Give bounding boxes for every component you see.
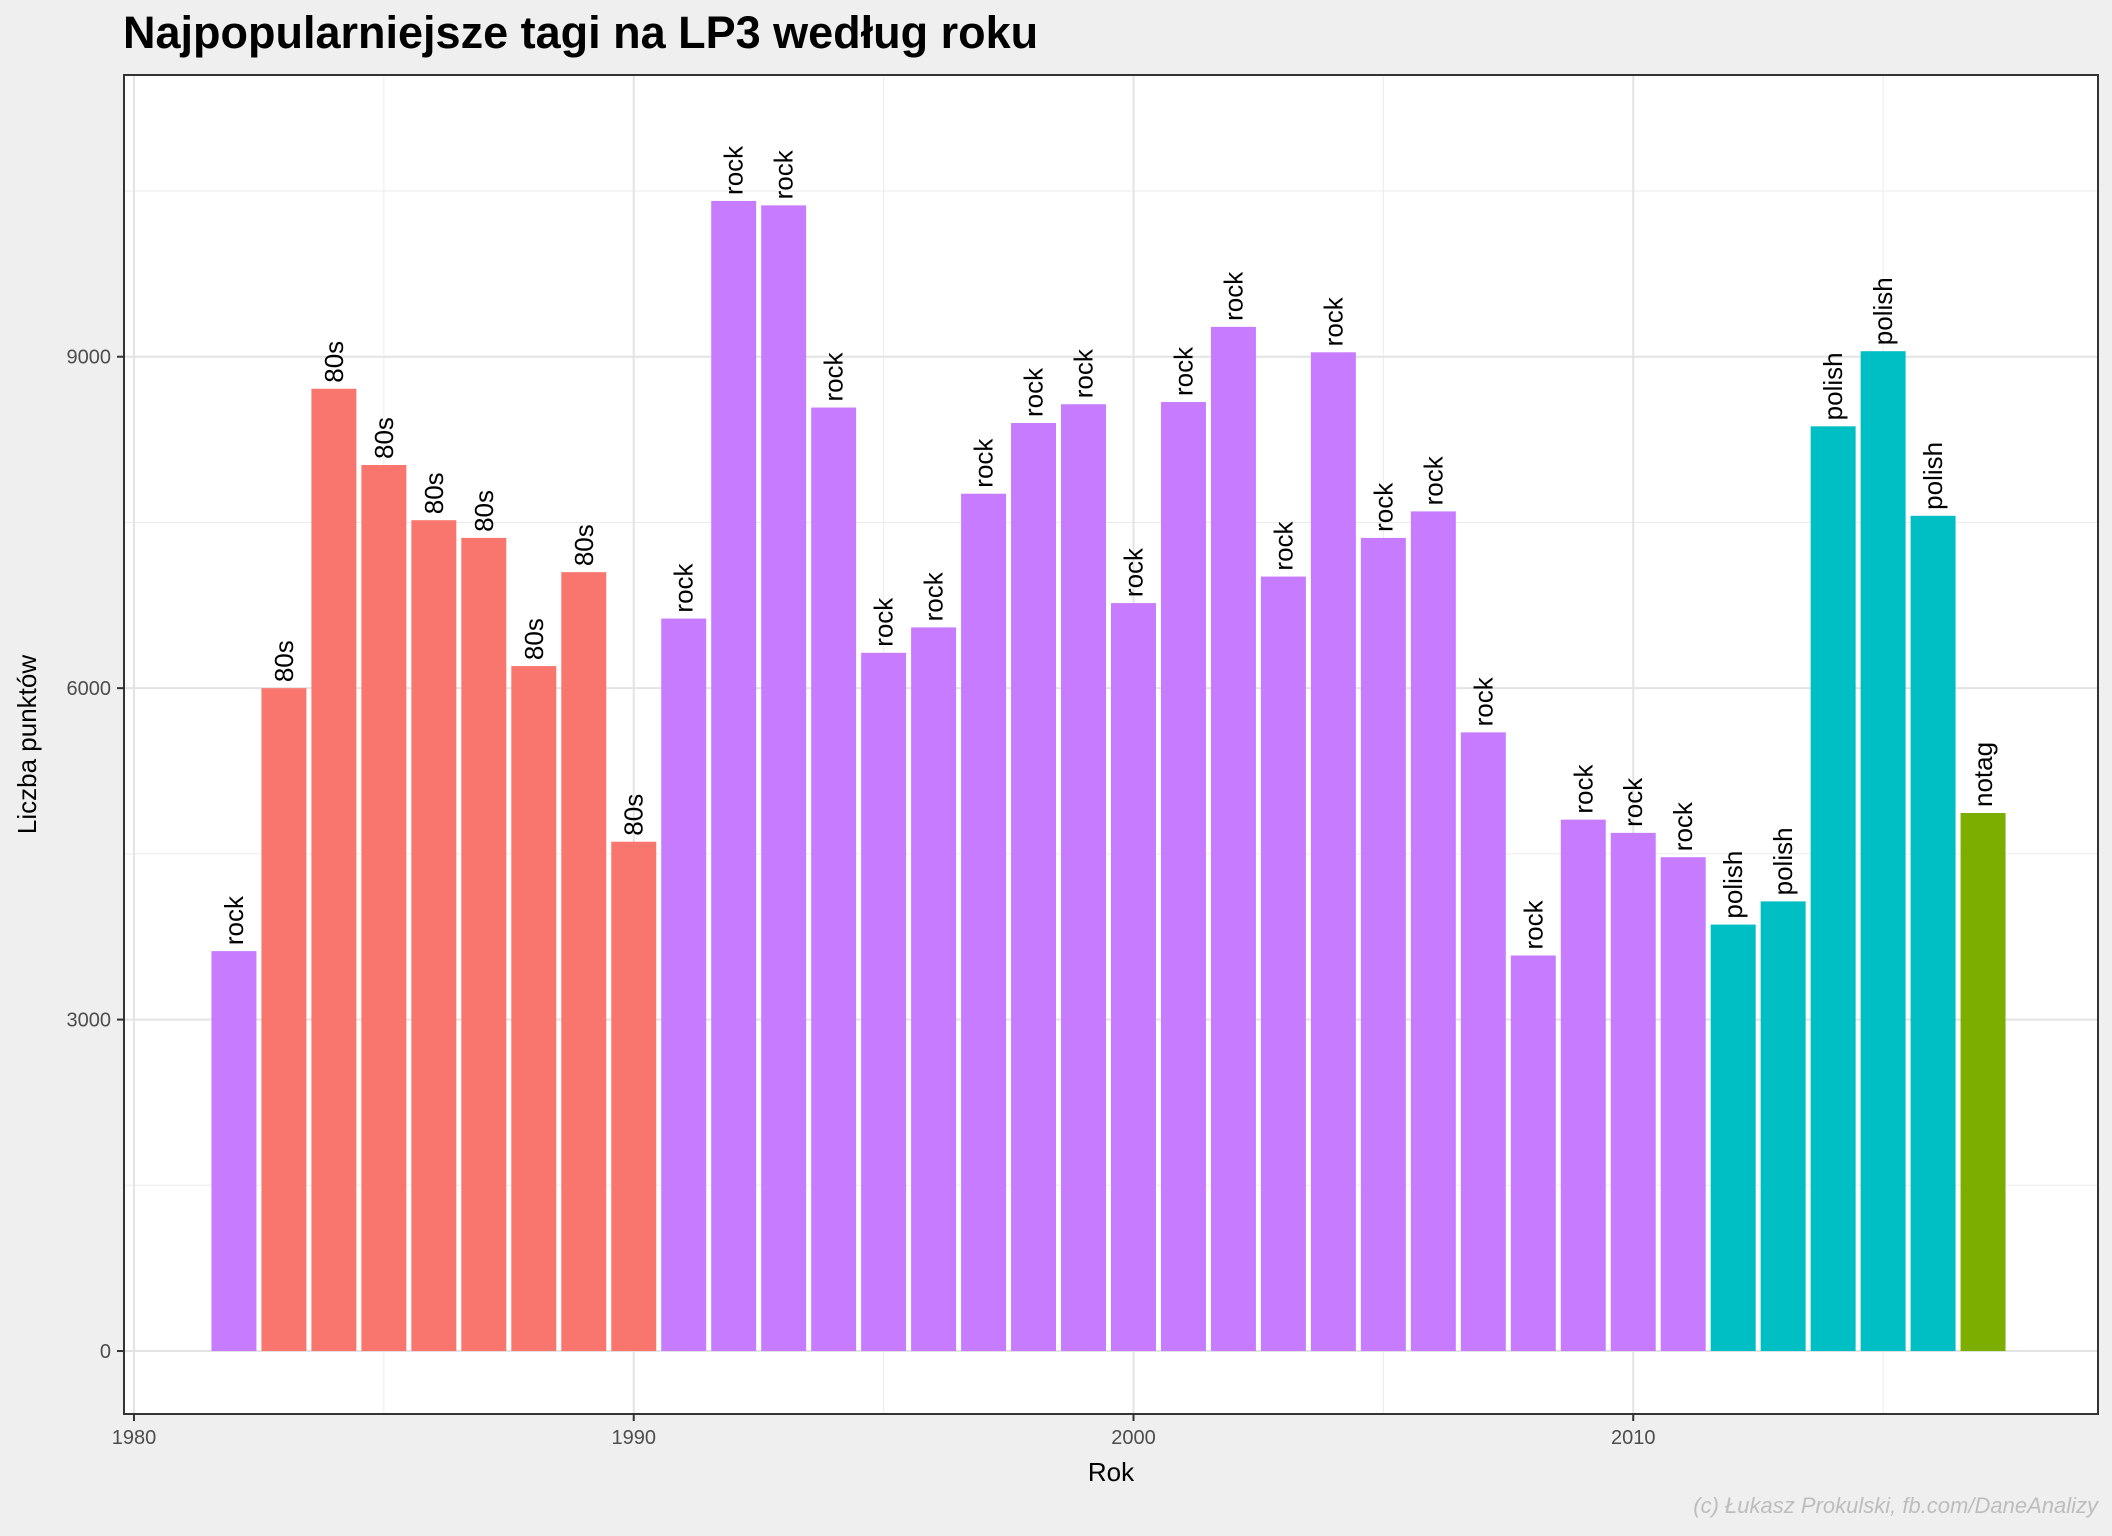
bar-2014 bbox=[1810, 426, 1856, 1352]
y-tick-label: 3000 bbox=[67, 1010, 112, 1032]
bar-2017 bbox=[1960, 812, 2006, 1352]
y-axis-title: Liczba punktów bbox=[12, 655, 42, 834]
bar-2009 bbox=[1560, 819, 1606, 1352]
bar-label-1982: rock bbox=[219, 895, 249, 945]
bar-label-1999: rock bbox=[1069, 348, 1099, 398]
bar-1997 bbox=[961, 493, 1007, 1352]
bar-2015 bbox=[1860, 351, 1906, 1352]
bar-label-1993: rock bbox=[769, 149, 799, 199]
bars bbox=[211, 200, 2006, 1352]
bar-1990 bbox=[611, 841, 657, 1352]
bar-1999 bbox=[1061, 404, 1107, 1352]
bar-labels: rock 80s 80s 80s 80s 80s 80s 80s 80s rock rock rock… bbox=[219, 145, 1998, 950]
bar-label-2015: polish bbox=[1868, 277, 1898, 345]
x-tick-label: 1990 bbox=[611, 1427, 656, 1449]
bar-label-2006: rock bbox=[1418, 455, 1448, 505]
chart-caption: (c) Łukasz Prokulski, fb.com/DaneAnalizy bbox=[1693, 1493, 2100, 1518]
bar-label-2002: rock bbox=[1218, 271, 1248, 321]
bar-2006 bbox=[1410, 511, 1456, 1352]
bar-1987 bbox=[461, 537, 507, 1352]
bar-label-2016: polish bbox=[1918, 442, 1948, 510]
bar-label-1989: 80s bbox=[569, 524, 599, 566]
x-axis-title: Rok bbox=[1088, 1457, 1135, 1487]
bar-2007 bbox=[1460, 732, 1506, 1352]
bar-label-1986: 80s bbox=[419, 472, 449, 514]
y-tick-label: 9000 bbox=[67, 347, 112, 369]
bar-2010 bbox=[1610, 832, 1656, 1352]
bar-2004 bbox=[1310, 352, 1356, 1352]
chart-title: Najpopularniejsze tagi na LP3 według rok… bbox=[123, 7, 1038, 58]
bar-label-2000: rock bbox=[1118, 547, 1148, 597]
bar-1985 bbox=[361, 464, 407, 1352]
axis-ticks: 0 3000 6000 9000 1980 1990 2000 2010 bbox=[67, 347, 1656, 1449]
bar-2002 bbox=[1210, 326, 1256, 1352]
bar-label-2009: rock bbox=[1568, 764, 1598, 814]
bar-label-2007: rock bbox=[1468, 676, 1498, 726]
bar-label-2003: rock bbox=[1268, 520, 1298, 570]
bar-label-2013: polish bbox=[1768, 827, 1798, 895]
bar-label-2001: rock bbox=[1168, 346, 1198, 396]
bar-label-1994: rock bbox=[819, 351, 849, 401]
bar-2011 bbox=[1660, 857, 1706, 1352]
bar-2013 bbox=[1760, 901, 1806, 1352]
bar-label-1983: 80s bbox=[269, 640, 299, 682]
plot-panel-border bbox=[123, 74, 2099, 1415]
bar-1983 bbox=[261, 688, 307, 1352]
bar-1988 bbox=[511, 666, 557, 1352]
x-tick-label: 2000 bbox=[1111, 1427, 1156, 1449]
y-tick-label: 0 bbox=[100, 1341, 111, 1363]
bar-label-1984: 80s bbox=[319, 341, 349, 383]
bar-2001 bbox=[1160, 402, 1206, 1352]
bar-label-1987: 80s bbox=[469, 490, 499, 532]
bar-label-2017: notag bbox=[1968, 742, 1998, 807]
bar-1986 bbox=[411, 520, 457, 1352]
bar-label-1998: rock bbox=[1019, 367, 1049, 417]
bar-label-1985: 80s bbox=[369, 417, 399, 459]
bar-label-1996: rock bbox=[919, 571, 949, 621]
bar-2003 bbox=[1260, 576, 1306, 1352]
y-tick-label: 6000 bbox=[67, 678, 112, 700]
bar-1989 bbox=[561, 572, 607, 1352]
bar-2012 bbox=[1710, 924, 1756, 1352]
bar-1994 bbox=[811, 407, 857, 1352]
x-tick-label: 2010 bbox=[1611, 1427, 1656, 1449]
bar-1992 bbox=[711, 200, 757, 1352]
bar-label-1997: rock bbox=[969, 438, 999, 488]
bar-2016 bbox=[1910, 515, 1956, 1352]
bar-1995 bbox=[861, 652, 907, 1352]
bar-1984 bbox=[311, 388, 357, 1352]
bar-1993 bbox=[761, 205, 807, 1352]
bar-1982 bbox=[211, 951, 257, 1352]
bar-label-1992: rock bbox=[719, 145, 749, 195]
bar-1996 bbox=[911, 627, 957, 1352]
bar-label-2012: polish bbox=[1718, 851, 1748, 919]
bar-1998 bbox=[1011, 423, 1057, 1352]
bar-label-1991: rock bbox=[669, 562, 699, 612]
bar-label-2004: rock bbox=[1318, 296, 1348, 346]
bar-label-1988: 80s bbox=[519, 618, 549, 660]
bar-2005 bbox=[1360, 537, 1406, 1352]
bar-label-2014: polish bbox=[1818, 352, 1848, 420]
bar-label-1990: 80s bbox=[619, 794, 649, 836]
bar-label-2008: rock bbox=[1518, 899, 1548, 949]
bar-label-1995: rock bbox=[869, 597, 899, 647]
bar-label-2005: rock bbox=[1368, 482, 1398, 532]
bar-label-2011: rock bbox=[1668, 801, 1698, 851]
bar-2008 bbox=[1510, 955, 1556, 1352]
bar-2000 bbox=[1111, 603, 1156, 1352]
bar-1991 bbox=[661, 618, 707, 1352]
bar-label-2010: rock bbox=[1618, 777, 1648, 827]
x-tick-label: 1980 bbox=[112, 1427, 157, 1449]
